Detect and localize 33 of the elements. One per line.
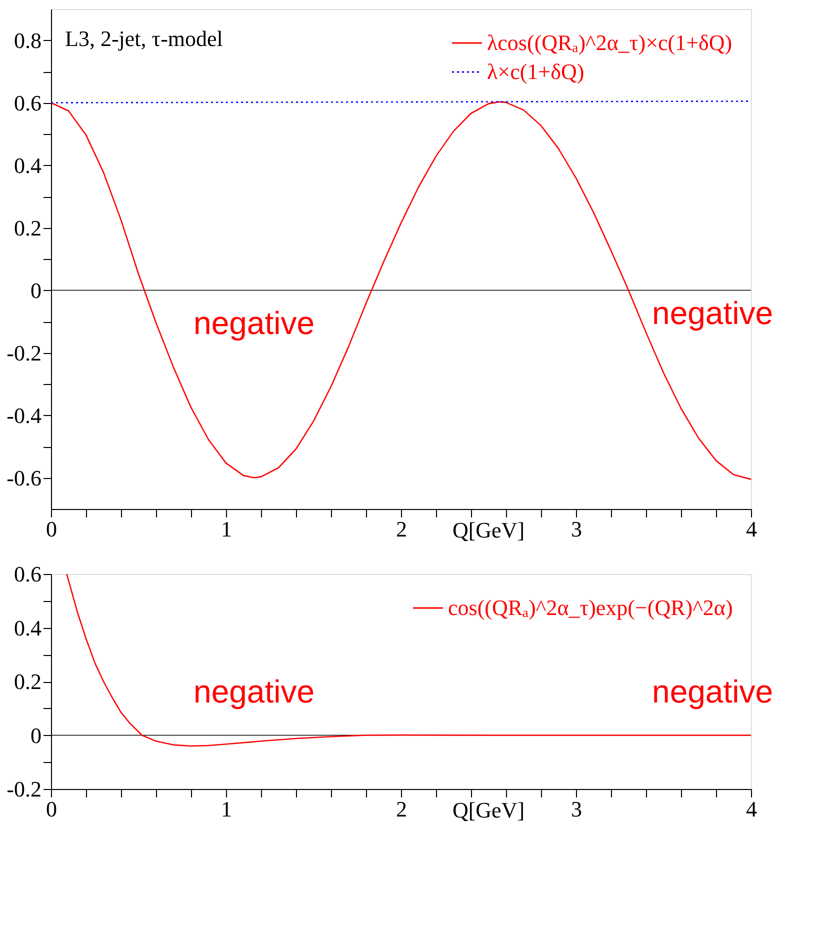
x-tick-label: 2 <box>396 516 407 542</box>
x-axis-title: Q[GeV] <box>452 798 525 822</box>
y-tick-label: -0.4 <box>6 402 42 428</box>
y-tick-label: 0 <box>30 722 42 748</box>
annotation: negative <box>652 295 773 331</box>
x-tick-label: 0 <box>46 516 57 542</box>
y-tick-label: -0.2 <box>6 776 42 802</box>
x-tick-label: 1 <box>221 516 232 542</box>
y-tick-label: 0.2 <box>14 215 42 240</box>
y-tick-label: 0.6 <box>14 562 42 586</box>
annotation: negative <box>194 305 314 341</box>
legend-label: λ×c(1+δQ) <box>487 59 584 84</box>
y-tick-label: 0 <box>30 278 42 303</box>
x-tick-label: 2 <box>396 796 407 822</box>
x-tick-label: 3 <box>571 516 582 542</box>
y-tick-label: 0.4 <box>14 615 42 640</box>
y-tick-label: 0.2 <box>14 669 42 694</box>
y-tick-label: 0.8 <box>14 28 42 53</box>
legend-label: cos((QRₐ)^2α_τ)exp(−(QR)^2α) <box>448 595 733 620</box>
x-axis-title: Q[GeV] <box>452 518 525 542</box>
y-tick-label: 0.6 <box>14 90 42 116</box>
annotation: L3, 2-jet, τ-model <box>65 26 223 51</box>
x-tick-label: 3 <box>571 796 582 822</box>
annotation: negative <box>194 673 314 710</box>
legend-label: λcos((QRₐ)^2α_τ)×c(1+δQ) <box>487 30 732 55</box>
y-tick-label: -0.6 <box>6 465 42 490</box>
x-tick-label: 4 <box>746 516 757 542</box>
x-tick-label: 4 <box>746 796 757 822</box>
y-tick-label: 0.4 <box>14 152 42 178</box>
annotation: negative <box>652 673 773 710</box>
x-tick-label: 0 <box>46 796 57 822</box>
y-tick-label: -0.2 <box>6 340 42 366</box>
x-tick-label: 1 <box>221 796 232 822</box>
